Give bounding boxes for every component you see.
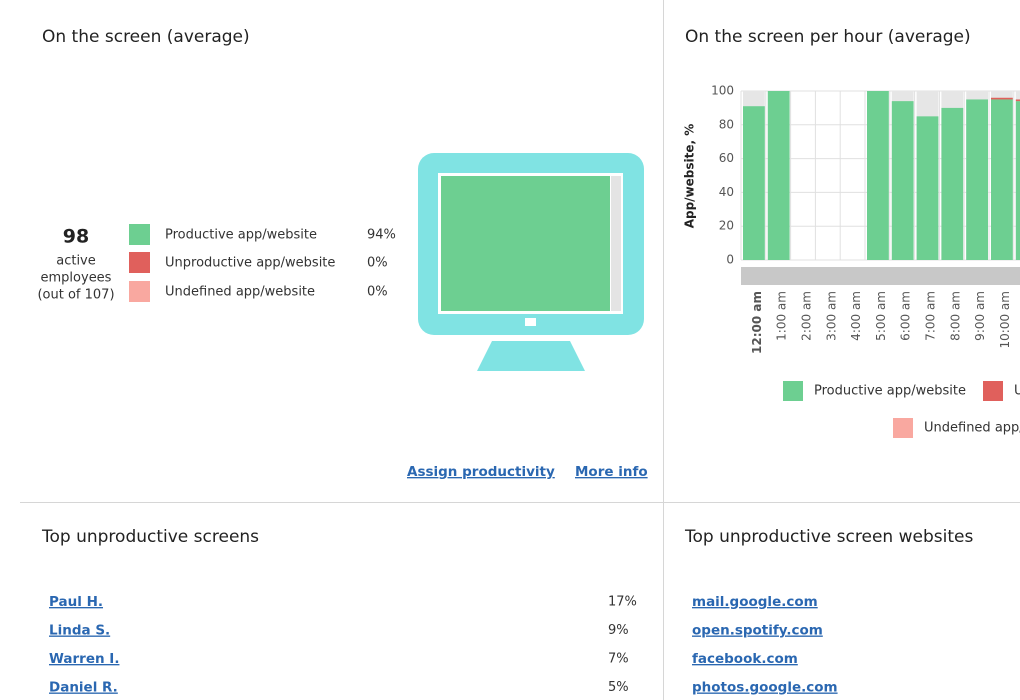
legend-swatch [983, 381, 1003, 401]
y-tick-label: 0 [726, 253, 734, 267]
y-tick-label: 80 [719, 117, 734, 131]
employee-link[interactable]: Linda S. [49, 623, 110, 639]
x-axis-band [741, 267, 1020, 285]
lists: Paul H. 17% Linda S. 9% Warren I. 7% Daniel R.… [49, 594, 838, 696]
panel-title: Top unproductive screens [41, 527, 259, 547]
legend-swatch [893, 418, 913, 438]
x-tick-label: 9:00 am [973, 291, 987, 341]
link[interactable]: More info [575, 464, 648, 480]
legend-percent: 94% [367, 228, 396, 243]
hourly-chart: 0 20 40 60 80 100 12:00 am 1:00 am 2:00 am 3:00 a… [711, 84, 1020, 438]
bar-segment [767, 91, 790, 260]
link[interactable]: Assign productivity [407, 464, 555, 480]
employee-percent: 7% [608, 652, 629, 667]
legend-swatch [783, 381, 803, 401]
panel-title: Top unproductive screen websites [684, 527, 973, 547]
active-text: (out of 107) [37, 288, 114, 303]
bar-segment [1015, 101, 1020, 260]
legend-label: Unproductive app/website [1014, 384, 1020, 399]
legend-swatch [129, 252, 150, 273]
monitor-illustration [418, 153, 644, 371]
legend-label: Undefined app/website [165, 285, 315, 300]
y-tick-label: 60 [719, 151, 734, 165]
panel-title: On the screen per hour (average) [685, 27, 971, 47]
panel-title: On the screen (average) [42, 27, 250, 47]
active-text: active [56, 254, 96, 269]
employee-percent: 9% [608, 623, 629, 638]
legend-label: Productive app/website [165, 228, 317, 243]
legend-label: Unproductive app/website [165, 256, 335, 271]
active-count: 98 [63, 226, 89, 248]
legend-percent: 0% [367, 256, 388, 271]
y-tick-label: 40 [719, 185, 734, 199]
employee-link[interactable]: Daniel R. [49, 680, 118, 696]
x-tick-label: 5:00 am [874, 291, 888, 341]
bar-segment [867, 91, 889, 260]
bar-segment [891, 101, 914, 260]
website-link[interactable]: facebook.com [692, 651, 798, 667]
employee-link[interactable]: Warren I. [49, 651, 119, 667]
bar-segment [941, 107, 964, 261]
legend-label: Productive app/website [814, 384, 966, 399]
x-tick-label: 7:00 am [924, 291, 938, 341]
bar-segment [966, 99, 988, 260]
y-tick-label: 100 [711, 84, 734, 98]
x-tick-label: 8:00 am [948, 291, 962, 341]
y-axis-label: App/website, % [683, 124, 697, 229]
x-tick-label: 10:00 am [998, 291, 1012, 348]
employee-percent: 17% [608, 595, 637, 610]
x-tick-label: 6:00 am [899, 291, 913, 341]
x-tick-label: 12:00 am [750, 291, 764, 354]
x-tick-label: 1:00 am [775, 291, 789, 341]
bar-segment [991, 97, 1013, 100]
x-tick-label: 3:00 am [824, 291, 838, 341]
website-link[interactable]: open.spotify.com [692, 623, 823, 639]
website-link[interactable]: mail.google.com [692, 594, 818, 610]
bar-segment [743, 106, 765, 261]
employee-percent: 5% [608, 680, 629, 695]
active-text: employees [41, 271, 112, 286]
x-tick-label: 4:00 am [849, 291, 863, 341]
legend-swatch [129, 224, 150, 245]
employee-link[interactable]: Paul H. [49, 594, 103, 610]
bar-segment [991, 99, 1013, 260]
legend-swatch [129, 281, 150, 302]
x-tick-label: 2:00 am [800, 291, 814, 341]
legend-label: Undefined app/website [924, 421, 1020, 436]
legend-percent: 0% [367, 285, 388, 300]
bar-segment [1015, 99, 1020, 102]
bar-segment [916, 116, 939, 260]
website-link[interactable]: photos.google.com [692, 680, 838, 696]
y-tick-label: 20 [719, 219, 734, 233]
